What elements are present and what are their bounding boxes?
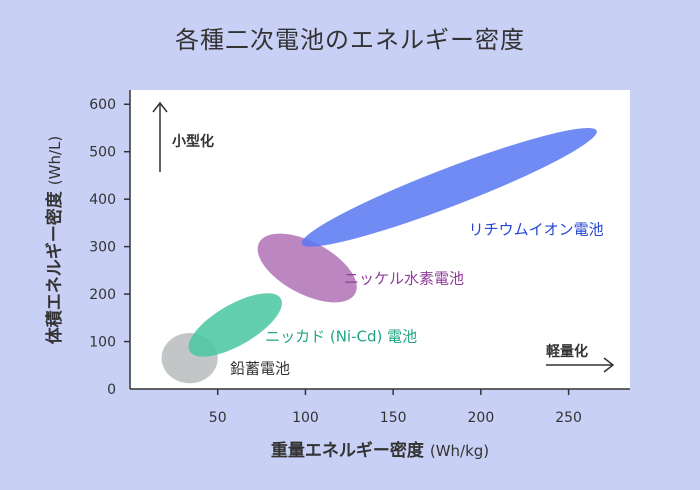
x-tick-label: 200 <box>468 410 495 426</box>
annotation-up-label: 小型化 <box>172 133 214 150</box>
annotation-right-label: 軽量化 <box>546 343 588 360</box>
y-axis-label-unit: (Wh/L) <box>46 136 64 185</box>
region-label-0: 鉛蓄電池 <box>230 360 290 378</box>
y-tick-label: 200 <box>89 287 116 303</box>
x-tick-label: 150 <box>380 410 407 426</box>
region-label-1: ニッカド (Ni-Cd) 電池 <box>265 327 417 345</box>
region-label-2: ニッケル水素電池 <box>344 269 464 287</box>
region-ellipse-3 <box>301 127 597 247</box>
region-ellipse-2 <box>257 233 357 303</box>
chart-title: 各種二次電池のエネルギー密度 <box>175 26 525 54</box>
x-tick-label: 250 <box>555 410 582 426</box>
region-ellipse-1 <box>188 293 282 357</box>
y-tick-label: 100 <box>89 335 116 351</box>
x-axis-label-unit: (Wh/kg) <box>430 442 489 460</box>
y-tick-label: 400 <box>89 192 116 208</box>
x-tick-label: 50 <box>209 410 227 426</box>
up-arrow-head <box>152 101 168 113</box>
x-axis-label: 重量エネルギー密度 (Wh/kg) <box>271 440 489 461</box>
y-axis-label: 体積エネルギー密度 (Wh/L) <box>44 136 65 344</box>
x-axis-label-main: 重量エネルギー密度 <box>271 440 425 461</box>
y-tick-label: 300 <box>89 240 116 256</box>
right-arrow-head <box>603 357 615 373</box>
y-tick-label: 600 <box>89 97 116 113</box>
x-tick-label: 100 <box>292 410 319 426</box>
y-tick-label: 0 <box>107 382 116 398</box>
region-label-3: リチウムイオン電池 <box>469 221 604 239</box>
y-tick-label: 500 <box>89 145 116 161</box>
y-axis-label-main: 体積エネルギー密度 <box>44 190 65 344</box>
